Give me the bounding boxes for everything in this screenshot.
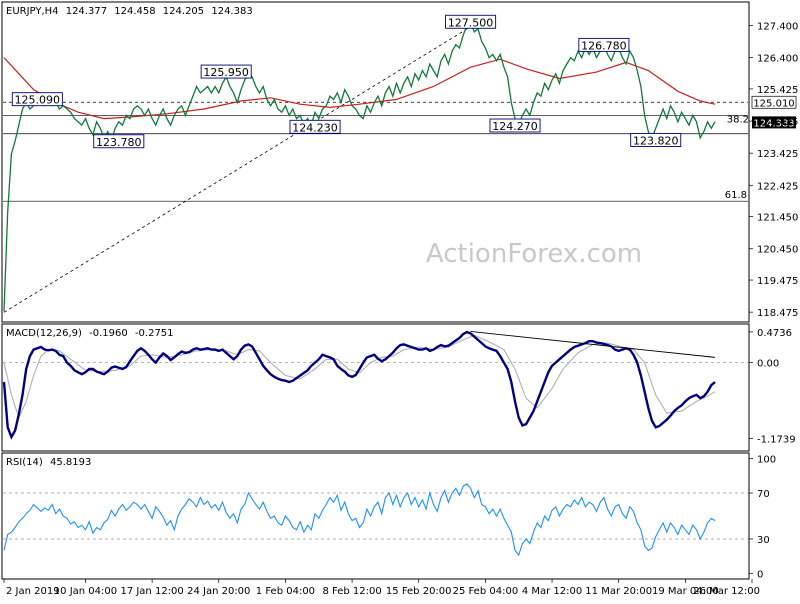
x-tick-label-8: 4 Mar 12:00 <box>522 586 582 597</box>
fib-38-2-label: 38.2 <box>727 114 749 125</box>
x-tick-label-10: 19 Mar 04:00 <box>652 586 719 597</box>
symbol-name: EURJPY,H4 <box>6 6 59 17</box>
rsi-layer <box>3 483 748 557</box>
macd-header: MACD(12,26,9) -0.1960 -0.2751 <box>6 328 174 339</box>
current-price-label: 124.383 <box>753 118 794 129</box>
price-tick-label-2: 125.425 <box>757 85 798 96</box>
rsi-title: RSI(14) <box>6 457 43 468</box>
rsi-tick-label-3: 0 <box>757 569 763 580</box>
close-value: 124.383 <box>211 6 252 17</box>
low-value: 124.205 <box>163 6 204 17</box>
price-tick-label-4: 123.425 <box>757 149 798 160</box>
price-tick-label-0: 127.400 <box>757 21 798 32</box>
annotation-box-2 <box>200 64 252 79</box>
annotation-label-3: 124.230 <box>292 121 338 134</box>
x-tick-label-5: 8 Feb 12:00 <box>322 586 381 597</box>
x-tick-label-3: 24 Jan 20:00 <box>187 586 250 597</box>
macd-layer <box>2 330 748 440</box>
annotation-label-2: 125.950 <box>203 66 249 79</box>
open-value: 124.377 <box>66 6 107 17</box>
macd-signal-value: -0.2751 <box>135 328 174 339</box>
annotation-label-7: 123.820 <box>633 134 679 147</box>
x-tick-label-1: 10 Jan 04:00 <box>54 586 117 597</box>
axis-layer: 125.010 61.8 124.383 127.400 126.400 125.425 1… <box>3 21 798 597</box>
rsi-line <box>3 483 716 557</box>
annotation-label-6: 126.780 <box>581 39 627 52</box>
high-value: 124.458 <box>114 6 155 17</box>
annotation-box-6 <box>578 37 630 52</box>
price-tick-label-8: 119.475 <box>757 276 798 287</box>
macd-trendline <box>470 331 716 358</box>
annotation-box-0 <box>11 92 63 107</box>
x-tick-label-4: 1 Feb 04:00 <box>256 586 315 597</box>
annotation-box-5 <box>489 118 541 133</box>
rsi-value: 45.8193 <box>50 457 91 468</box>
annotation-label-0: 125.090 <box>15 94 61 107</box>
macd-title: MACD(12,26,9) <box>6 328 82 339</box>
macd-panel-frame <box>1 323 750 452</box>
price-tick-label-9: 118.475 <box>757 308 798 319</box>
annotation-label-1: 123.780 <box>96 136 142 149</box>
price-line <box>3 21 716 312</box>
fib-label-3: 61.8 <box>725 190 747 201</box>
macd-value: -0.1960 <box>89 328 128 339</box>
macd-tick-label-0: 0.4736 <box>757 328 792 339</box>
price-tick-label-3: 124.425 <box>757 117 798 128</box>
annotation-label-5: 124.270 <box>492 120 538 133</box>
watermark: ActionForex.com <box>426 239 642 269</box>
rsi-header: RSI(14) 45.8193 <box>6 457 91 468</box>
price-tick-label-6: 121.450 <box>757 213 798 224</box>
x-tick-label-7: 25 Feb 04:00 <box>453 586 519 597</box>
price-layer: 38.2 125.090 123.780 125.950 124.230 127.500 1… <box>3 14 749 313</box>
current-price-box <box>752 116 796 129</box>
macd-tick-label-1: 0.00 <box>757 359 779 370</box>
price-panel-frame <box>1 1 750 323</box>
x-tick-label-2: 17 Jan 12:00 <box>120 586 183 597</box>
rsi-tick-label-0: 100 <box>757 455 776 466</box>
x-tick-label-0: 2 Jan 2019 <box>6 586 60 597</box>
rsi-tick-label-2: 30 <box>757 535 770 546</box>
level-tag-0: 125.010 <box>753 98 794 109</box>
x-tick-label-6: 15 Feb 20:00 <box>386 586 452 597</box>
fibonacci-trend-line <box>3 21 479 313</box>
price-tick-label-5: 122.425 <box>757 181 798 192</box>
annotation-label-4: 127.500 <box>448 16 494 29</box>
annotation-box-7 <box>630 133 682 147</box>
annotation-box-4 <box>445 14 497 29</box>
x-tick-label-11: 26 Mar 12:00 <box>693 586 760 597</box>
symbol-header: EURJPY,H4 124.377 124.458 124.205 124.38… <box>6 6 253 17</box>
rsi-tick-label-1: 70 <box>757 489 770 500</box>
level-tag-box-0 <box>751 95 797 109</box>
price-tick-label-7: 120.450 <box>757 245 798 256</box>
price-tick-label-1: 126.400 <box>757 54 798 65</box>
annotation-box-1 <box>93 134 145 149</box>
x-tick-label-9: 11 Mar 20:00 <box>585 586 652 597</box>
annotation-box-3 <box>289 119 341 134</box>
macd-line <box>2 330 716 440</box>
macd-tick-label-2: -1.1739 <box>757 435 796 446</box>
moving-average-line <box>3 57 716 120</box>
rsi-panel-frame <box>1 452 750 580</box>
